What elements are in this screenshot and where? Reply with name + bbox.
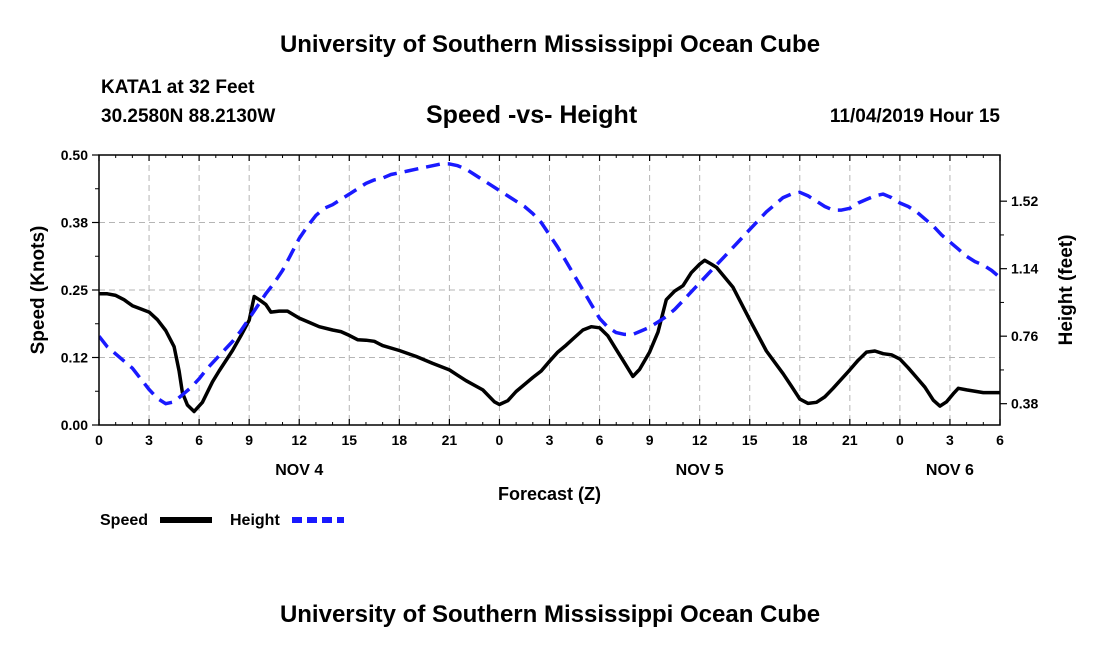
x-tick-label: 12 [291,432,307,448]
axis-ticks [92,154,1007,426]
day-label: NOV 6 [926,462,974,479]
y-axis-title-right: Height (feet) [1056,235,1077,346]
legend: Speed Height [100,512,344,529]
x-tick-label: 6 [596,432,604,448]
x-tick-label: 15 [742,432,758,448]
y-right-tick-label: 0.38 [1011,396,1038,412]
x-tick-label: 9 [245,432,253,448]
x-tick-label: 21 [442,432,458,448]
y-axis-title-left: Speed (Knots) [28,226,49,355]
legend-label-speed: Speed [100,512,148,529]
series-lines [99,162,1000,414]
x-tick-label: 3 [546,432,554,448]
y-right-tick-label: 1.14 [1011,261,1038,277]
x-tick-label: 15 [341,432,357,448]
x-tick-label: 0 [95,432,103,448]
series-line-speed [99,258,1000,414]
x-tick-label: 18 [792,432,808,448]
x-tick-label: 12 [692,432,708,448]
page-title: University of Southern Mississippi Ocean… [279,31,821,58]
x-tick-label: 9 [646,432,654,448]
y-left-tick-label: 0.25 [61,282,88,298]
x-tick-label: 3 [946,432,954,448]
x-axis-title: Forecast (Z) [498,484,601,504]
chart-title: Speed -vs- Height [426,101,638,129]
x-tick-label: 18 [392,432,408,448]
x-tick-label: 6 [195,432,203,448]
axis-labels: 0 3 6 9 12 15 18 21 0 3 6 9 12 15 18 21 0 3 6 0.00 0.12 0.25 0… [28,147,1077,504]
y-left-tick-label: 0.50 [61,147,88,163]
grid-lines [99,155,1000,425]
x-tick-label: 6 [996,432,1004,448]
day-label: NOV 4 [275,462,323,479]
y-right-tick-label: 1.52 [1011,193,1038,209]
x-tick-label: 0 [896,432,904,448]
x-tick-label: 3 [145,432,153,448]
x-tick-label: 0 [496,432,504,448]
x-tick-label: 21 [842,432,858,448]
legend-label-height: Height [230,512,280,529]
y-left-tick-label: 0.38 [61,215,88,231]
y-right-tick-label: 0.76 [1011,328,1038,344]
footer-title: University of Southern Mississippi Ocean… [279,601,821,628]
y-left-tick-label: 0.00 [61,417,88,433]
coordinates-label: 30.2580N 88.2130W [101,106,276,127]
station-label: KATA1 at 32 Feet [101,77,255,98]
day-label: NOV 5 [676,462,724,479]
y-left-tick-label: 0.12 [61,350,88,366]
series-line-height [99,162,1000,406]
datetime-label: 11/04/2019 Hour 15 [829,106,1000,127]
